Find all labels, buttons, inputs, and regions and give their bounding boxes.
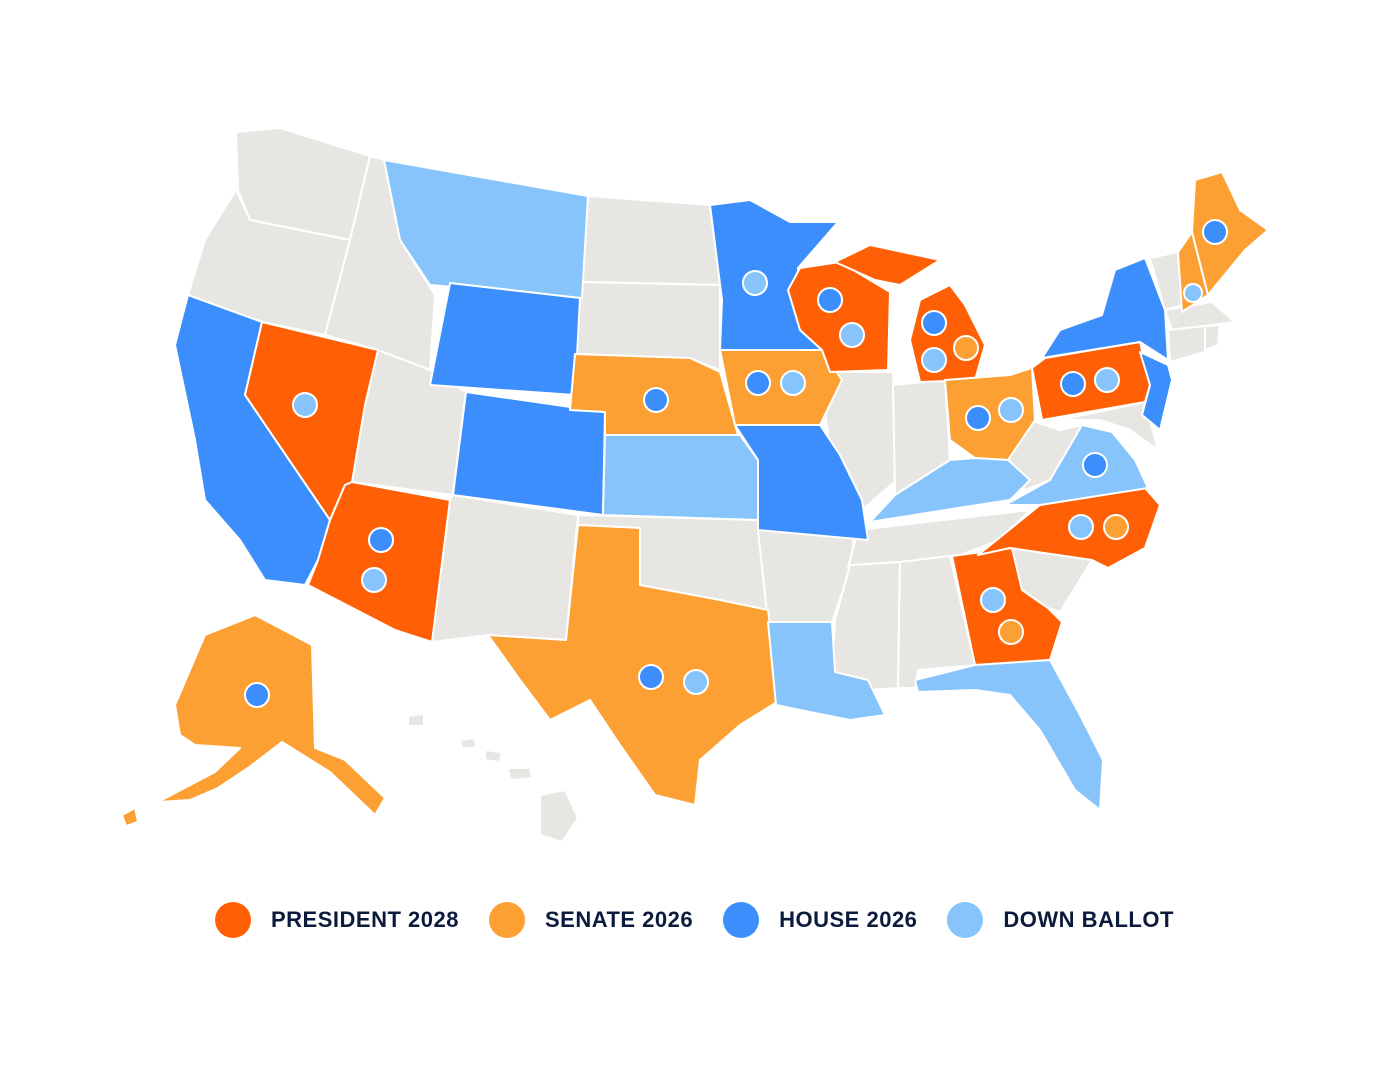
legend-dot-down-ballot xyxy=(947,902,984,938)
marker-michigan-house xyxy=(921,310,947,336)
state-missouri[interactable] xyxy=(734,424,869,541)
state-new-york[interactable] xyxy=(1041,257,1169,361)
marker-michigan-down-ballot xyxy=(921,347,947,373)
state-virginia[interactable] xyxy=(1004,424,1149,506)
state-arizona[interactable] xyxy=(307,481,451,643)
legend-label-senate: SENATE 2026 xyxy=(544,907,694,932)
legend: PRESIDENT 2028 SENATE 2026 HOUSE 2026 DO… xyxy=(215,900,1205,940)
legend-item-house: HOUSE 2026 xyxy=(723,902,917,938)
marker-ohio-house xyxy=(965,405,991,431)
marker-georgia-down-ballot xyxy=(980,587,1006,613)
marker-north-carolina-down-ballot xyxy=(1068,514,1094,540)
legend-label-president: PRESIDENT 2028 xyxy=(271,907,459,932)
state-florida[interactable] xyxy=(914,659,1104,811)
marker-georgia-senate xyxy=(998,619,1024,645)
marker-maine-house xyxy=(1202,219,1228,245)
marker-new-hampshire-down-ballot xyxy=(1183,283,1203,303)
legend-dot-senate xyxy=(488,902,525,938)
marker-texas-down-ballot xyxy=(683,669,709,695)
state-kentucky[interactable] xyxy=(869,457,1031,523)
marker-arizona-down-ballot xyxy=(361,567,387,593)
state-rhode-island[interactable] xyxy=(1204,324,1221,351)
marker-iowa-down-ballot xyxy=(780,370,806,396)
state-new-mexico[interactable] xyxy=(431,494,579,643)
state-hawaii[interactable] xyxy=(407,713,579,843)
marker-michigan-senate xyxy=(953,335,979,361)
marker-wisconsin-down-ballot xyxy=(839,322,865,348)
legend-label-house: HOUSE 2026 xyxy=(779,907,918,932)
marker-arizona-house xyxy=(368,527,394,553)
state-connecticut[interactable] xyxy=(1167,325,1206,363)
marker-minnesota-down-ballot xyxy=(742,270,768,296)
legend-dot-president xyxy=(215,902,251,938)
state-alabama[interactable] xyxy=(897,555,976,689)
state-alaska[interactable] xyxy=(121,614,386,827)
marker-texas-house xyxy=(638,664,664,690)
marker-north-carolina-senate xyxy=(1103,514,1129,540)
legend-item-down-ballot: DOWN BALLOT xyxy=(947,902,1173,938)
state-wyoming[interactable] xyxy=(429,282,581,396)
legend-item-president: PRESIDENT 2028 xyxy=(215,902,459,938)
state-texas[interactable] xyxy=(487,524,781,806)
marker-pennsylvania-down-ballot xyxy=(1094,367,1120,393)
marker-ohio-down-ballot xyxy=(998,397,1024,423)
marker-iowa-house xyxy=(745,370,771,396)
state-oregon[interactable] xyxy=(187,189,351,336)
state-kansas[interactable] xyxy=(602,434,759,521)
marker-pennsylvania-house xyxy=(1060,371,1086,397)
state-michigan[interactable] xyxy=(834,244,986,383)
marker-nebraska-house xyxy=(643,387,669,413)
state-maine[interactable] xyxy=(1191,171,1269,296)
state-louisiana[interactable] xyxy=(767,621,886,721)
marker-alaska-house xyxy=(244,682,270,708)
marker-virginia-house xyxy=(1082,452,1108,478)
legend-item-senate: SENATE 2026 xyxy=(488,902,694,938)
state-tennessee[interactable] xyxy=(847,509,1031,569)
legend-label-down-ballot: DOWN BALLOT xyxy=(1003,907,1174,932)
state-new-jersey[interactable] xyxy=(1139,351,1173,431)
marker-wisconsin-house xyxy=(817,287,843,313)
legend-dot-house xyxy=(723,902,760,938)
marker-nevada-down-ballot xyxy=(292,392,318,418)
state-north-dakota[interactable] xyxy=(581,195,721,286)
